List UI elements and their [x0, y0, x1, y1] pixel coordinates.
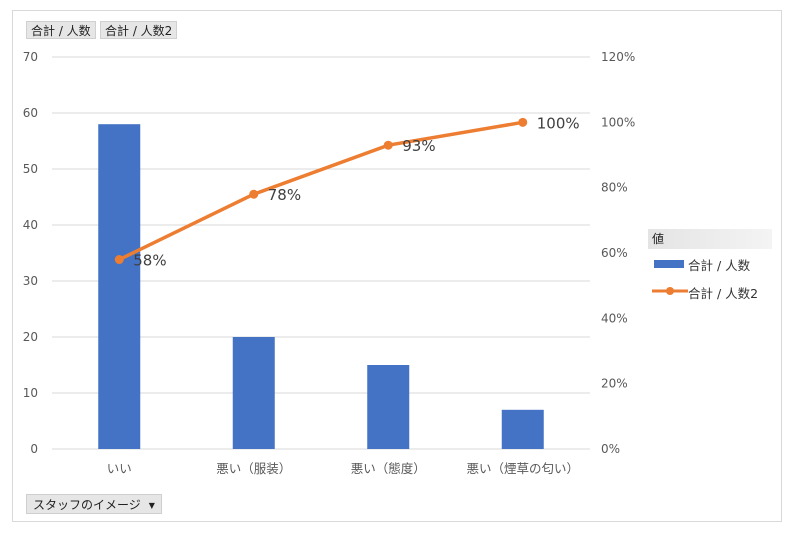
dropdown-arrow-icon: ▼ — [148, 500, 155, 510]
line-point[interactable] — [518, 117, 528, 127]
data-label: 58% — [133, 252, 166, 270]
cumulative-line — [118, 120, 524, 262]
line-point[interactable] — [114, 255, 124, 265]
category-label: いい — [107, 461, 132, 476]
right-axis-tick-label: 100% — [601, 115, 635, 129]
bar[interactable] — [367, 365, 410, 449]
filter-button[interactable]: スタッフのイメージ ▼ — [26, 494, 162, 514]
bar[interactable] — [232, 337, 275, 449]
bar[interactable] — [501, 409, 544, 449]
right-axis-tick-label: 60% — [601, 246, 628, 260]
legend-title: 値 — [648, 229, 772, 249]
left-axis-tick-label: 60 — [23, 106, 38, 120]
category-label: 悪い（煙草の匂い） — [466, 461, 579, 476]
right-axis-tick-label: 80% — [601, 181, 628, 195]
legend-item-series1[interactable]: 合計 / 人数 — [688, 258, 751, 273]
left-axis-tick-label: 50 — [23, 162, 38, 176]
legend: 値 合計 / 人数 合計 / 人数2 — [648, 229, 772, 301]
right-axis-tick-label: 40% — [601, 311, 628, 325]
bar[interactable] — [98, 124, 141, 449]
left-axis-tick-label: 0 — [30, 442, 38, 456]
line-point[interactable] — [249, 189, 259, 199]
left-axis-tick-label: 20 — [23, 330, 38, 344]
category-label: 悪い（服装） — [216, 461, 291, 476]
left-axis-tick-label: 70 — [23, 50, 38, 64]
category-label: 悪い（態度） — [351, 461, 426, 476]
right-axis-tick-label: 0% — [601, 442, 620, 456]
legend-item-series2[interactable]: 合計 / 人数2 — [688, 286, 759, 301]
left-axis-tick-label: 40 — [23, 218, 38, 232]
data-label: 78% — [268, 186, 301, 204]
data-label: 100% — [537, 114, 580, 132]
field-button-series1[interactable]: 合計 / 人数 — [26, 21, 96, 39]
field-button-series2[interactable]: 合計 / 人数2 — [100, 21, 178, 39]
line-point[interactable] — [383, 140, 393, 150]
data-label: 93% — [402, 137, 435, 155]
legend-bar-swatch — [654, 260, 684, 268]
right-axis-tick-label: 20% — [601, 377, 628, 391]
right-axis-tick-label: 120% — [601, 50, 635, 64]
legend-line-swatch — [652, 287, 688, 295]
left-axis-tick-label: 10 — [23, 386, 38, 400]
left-axis-tick-label: 30 — [23, 274, 38, 288]
filter-label: スタッフのイメージ — [33, 498, 141, 512]
